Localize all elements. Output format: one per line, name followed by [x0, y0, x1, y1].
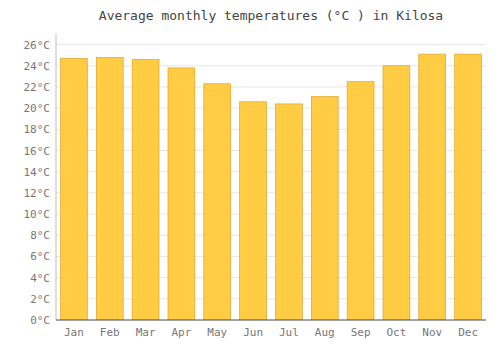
x-tick-label: Dec [458, 326, 478, 339]
bars [60, 54, 481, 320]
bar [60, 58, 87, 320]
x-tick-label: Aug [315, 326, 335, 339]
x-tick-label: Apr [171, 326, 191, 339]
bar [240, 102, 267, 320]
bar [132, 59, 159, 320]
y-tick-label: 2°C [30, 293, 50, 306]
bar [275, 104, 302, 320]
y-tick-label: 10°C [24, 208, 51, 221]
grid-line [56, 44, 486, 45]
bar [168, 68, 195, 320]
x-axis: Jan Feb Mar Apr May Jun Jul Aug Sep Oct Nov Dec [56, 320, 486, 339]
bar [96, 57, 123, 320]
x-tick-label: Nov [422, 326, 442, 339]
y-tick-label: 24°C [24, 60, 51, 73]
chart: Average monthly temperatures (°C ) in Ki… [0, 0, 500, 350]
page: {"chart_data": {"type": "bar", "title": … [0, 0, 500, 350]
bar [347, 82, 374, 320]
x-axis-line [56, 320, 486, 321]
y-tick-label: 12°C [24, 187, 51, 200]
x-tick-label: Jul [279, 326, 299, 339]
y-tick-label: 18°C [24, 123, 51, 136]
y-tick-label: 0°C [30, 314, 50, 327]
bar [419, 54, 446, 320]
x-tick-label: Feb [100, 326, 120, 339]
y-axis: 0°C 2°C 4°C 6°C 8°C 10°C 12°C 14°C 16°C 18°C 20°C 2… [24, 34, 57, 327]
y-axis-line [56, 34, 57, 320]
y-tick-label: 14°C [24, 166, 51, 179]
y-tick-label: 26°C [24, 39, 51, 52]
x-tick-label: Oct [386, 326, 406, 339]
grid-line [56, 320, 486, 321]
x-tick-label: May [207, 326, 227, 339]
y-tick-label: 22°C [24, 81, 51, 94]
title: Average monthly temperatures (°C ) in Ki… [99, 8, 443, 23]
y-tick-label: 16°C [24, 145, 51, 158]
bar [204, 84, 231, 320]
y-tick-label: 6°C [30, 250, 50, 263]
x-tick-label: Mar [136, 326, 156, 339]
y-tick-label: 20°C [24, 102, 51, 115]
grid [56, 45, 486, 320]
x-tick-label: Sep [351, 326, 371, 339]
y-tick-label: 8°C [30, 229, 50, 242]
x-tick-label: Jun [243, 326, 263, 339]
bar [383, 66, 410, 320]
y-tick-label: 4°C [30, 272, 50, 285]
x-tick-label: Jan [64, 326, 84, 339]
bar [311, 96, 338, 320]
bar [455, 54, 482, 320]
